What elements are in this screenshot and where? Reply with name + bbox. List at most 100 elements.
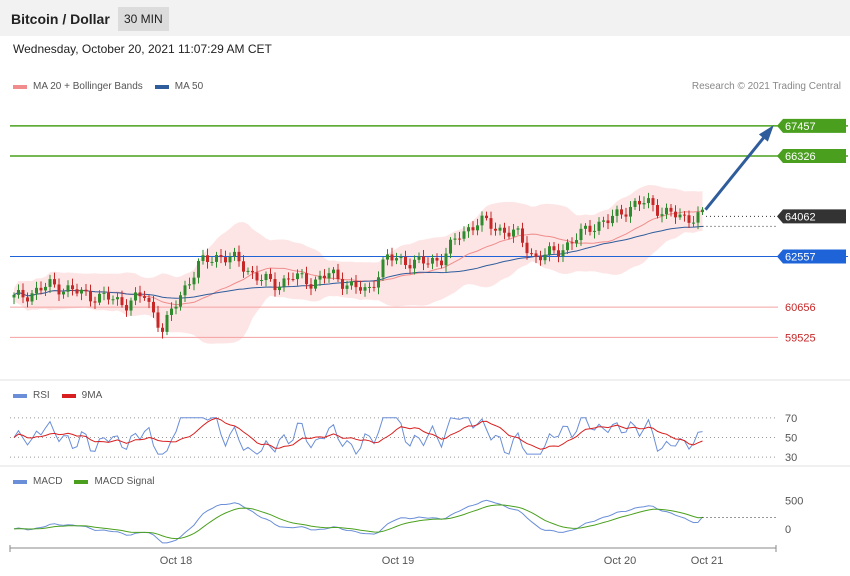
candle-body bbox=[138, 292, 142, 297]
candle-body bbox=[156, 312, 160, 328]
candle-body bbox=[260, 280, 263, 282]
candle-body bbox=[399, 256, 403, 259]
candle-body bbox=[296, 273, 299, 280]
candle bbox=[534, 250, 538, 264]
candle bbox=[381, 256, 385, 281]
candle bbox=[566, 239, 569, 255]
candle-body bbox=[408, 265, 412, 269]
candle-body bbox=[71, 285, 74, 290]
candle bbox=[467, 224, 470, 238]
legend-label-ma50: MA 50 bbox=[174, 81, 204, 92]
candle-body bbox=[570, 242, 574, 244]
candle bbox=[611, 209, 614, 227]
candle-body bbox=[215, 255, 218, 262]
candle bbox=[435, 253, 439, 267]
candle-body bbox=[314, 279, 317, 289]
candle bbox=[485, 211, 488, 221]
candle bbox=[444, 247, 448, 272]
candle bbox=[651, 195, 655, 212]
candle bbox=[323, 269, 326, 284]
rsi-tick-70: 70 bbox=[785, 413, 797, 425]
candle-body bbox=[17, 289, 20, 295]
legend-swatch-9ma bbox=[61, 393, 76, 398]
candle bbox=[431, 254, 434, 270]
level-label-67457: 67457 bbox=[785, 121, 816, 133]
candle bbox=[548, 242, 551, 262]
candle bbox=[399, 253, 403, 265]
candle bbox=[53, 272, 56, 288]
candle bbox=[350, 277, 353, 290]
candle-body bbox=[561, 250, 565, 257]
candle bbox=[354, 275, 358, 294]
candle-body bbox=[62, 291, 65, 295]
candle bbox=[633, 198, 637, 210]
level-tag-66326 bbox=[777, 148, 846, 163]
candle bbox=[584, 223, 587, 235]
candle bbox=[147, 295, 151, 309]
candle-body bbox=[494, 228, 497, 231]
legend-label-rsi: RSI bbox=[33, 390, 50, 401]
candle bbox=[116, 292, 119, 306]
candle-body bbox=[129, 300, 133, 311]
candle bbox=[480, 211, 484, 232]
candle-body bbox=[57, 284, 61, 295]
candle-body bbox=[444, 253, 448, 266]
candle-body bbox=[345, 285, 349, 289]
candle bbox=[593, 224, 596, 239]
candle bbox=[246, 267, 250, 275]
candle-body bbox=[678, 214, 682, 218]
candle bbox=[372, 280, 376, 292]
candle-body bbox=[413, 259, 416, 269]
candle-body bbox=[467, 227, 470, 232]
candle bbox=[111, 295, 115, 305]
candle-body bbox=[696, 212, 700, 223]
candle bbox=[296, 269, 299, 286]
copyright-text: Research © 2021 Trading Central bbox=[691, 81, 841, 92]
candle bbox=[674, 205, 677, 224]
candle bbox=[300, 268, 304, 279]
candle bbox=[206, 248, 209, 269]
candle bbox=[107, 286, 110, 305]
candle-body bbox=[512, 229, 515, 237]
legend-label-ma20: MA 20 + Bollinger Bands bbox=[33, 81, 143, 92]
candle bbox=[17, 284, 20, 299]
candle bbox=[80, 287, 83, 301]
legend-swatch-macd-signal bbox=[74, 479, 89, 484]
candle-body bbox=[111, 299, 115, 301]
candle bbox=[138, 285, 142, 303]
candle-body bbox=[440, 260, 443, 266]
candle-body bbox=[147, 297, 151, 302]
x-tick-oct-21: Oct 21 bbox=[691, 555, 723, 567]
candle-body bbox=[363, 287, 367, 291]
candle-body bbox=[48, 279, 52, 287]
candle-body bbox=[143, 296, 146, 298]
candle bbox=[575, 233, 578, 248]
candle bbox=[327, 267, 331, 283]
candle bbox=[62, 288, 65, 299]
candle-body bbox=[651, 198, 655, 206]
candle-body bbox=[269, 273, 272, 280]
candle-body bbox=[417, 256, 421, 260]
candle bbox=[48, 274, 52, 294]
x-tick-oct-18: Oct 18 bbox=[160, 555, 192, 567]
candle bbox=[120, 290, 124, 308]
chart-header: Bitcoin / Dollar 30 MIN bbox=[0, 0, 850, 36]
candle bbox=[687, 210, 691, 228]
candle-body bbox=[89, 291, 92, 302]
main-legend: MA 20 + Bollinger Bands MA 50 bbox=[13, 81, 215, 92]
forecast-arrow-head bbox=[758, 125, 774, 142]
interval-button[interactable]: 30 MIN bbox=[118, 7, 169, 31]
candle bbox=[152, 296, 155, 318]
candle-body bbox=[165, 314, 169, 332]
rsi-line bbox=[13, 417, 703, 456]
candle bbox=[462, 226, 466, 242]
candle-body bbox=[30, 293, 34, 302]
candle-body bbox=[332, 269, 335, 274]
candle-body bbox=[44, 286, 47, 291]
candle-body bbox=[548, 246, 551, 255]
macd-tick-0: 0 bbox=[785, 524, 791, 536]
candle-body bbox=[273, 279, 277, 291]
bollinger-band bbox=[14, 185, 703, 344]
candle-body bbox=[237, 251, 241, 262]
